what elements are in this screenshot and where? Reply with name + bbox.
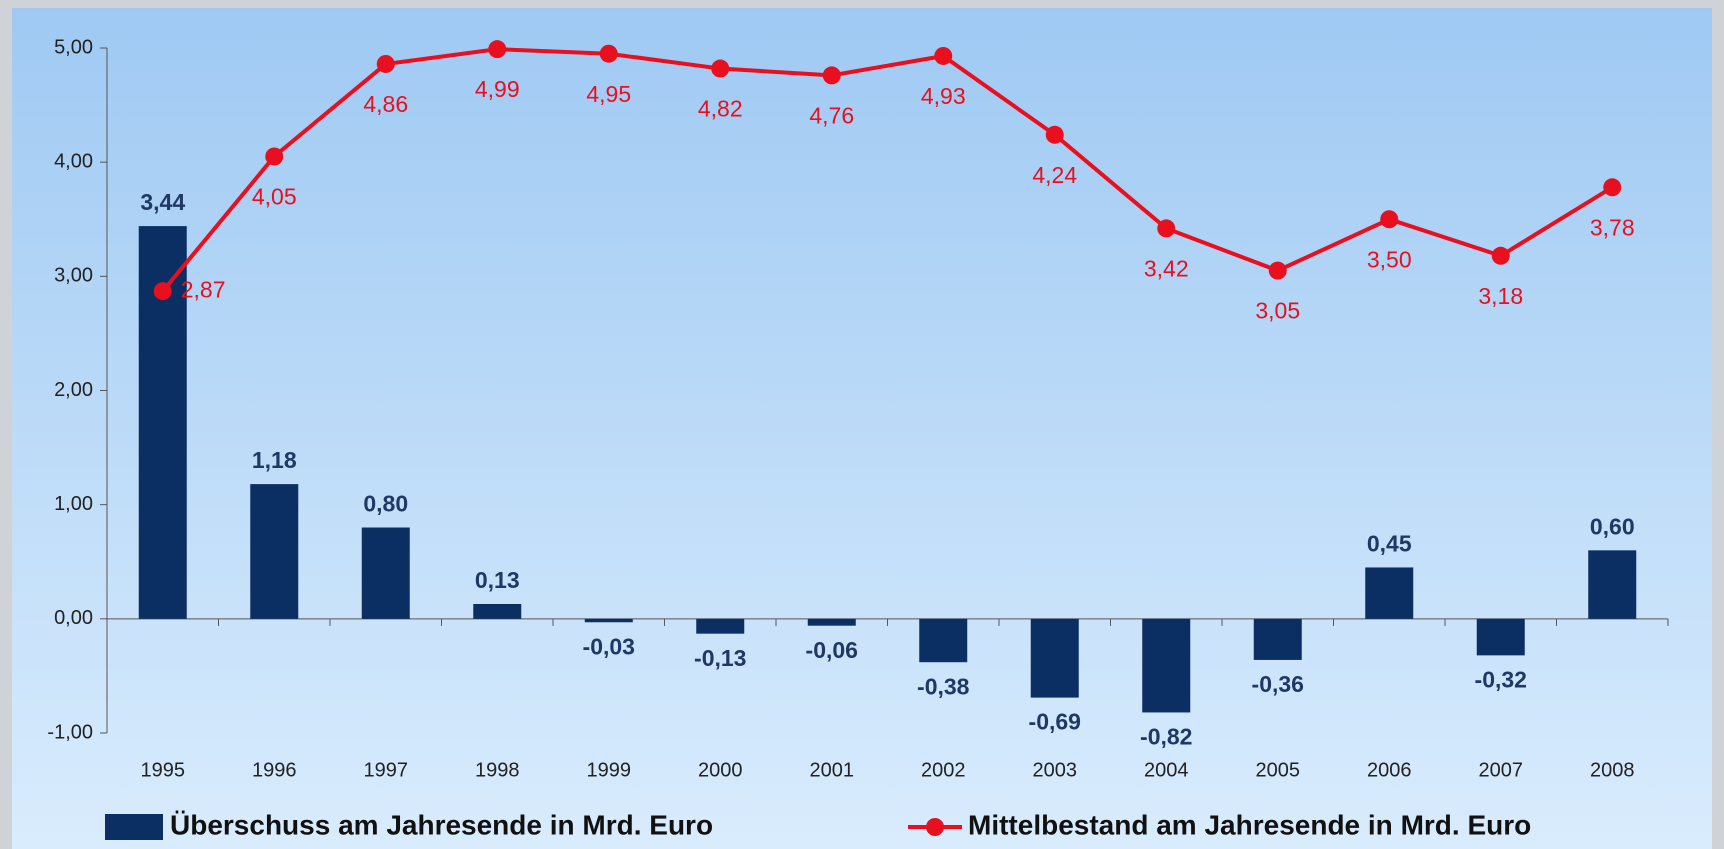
data-label: 2,87 (181, 276, 226, 302)
y-tick-label: 2,00 (54, 379, 93, 401)
legend-marker (926, 818, 944, 836)
bar (250, 484, 299, 619)
data-label: 4,86 (363, 91, 408, 117)
bar (361, 527, 410, 619)
bar (696, 618, 745, 634)
y-tick-label: 4,00 (54, 150, 93, 172)
data-label: 0,13 (475, 567, 520, 593)
line-marker (1268, 261, 1287, 280)
x-tick-label: 1998 (475, 759, 520, 781)
line-marker (376, 54, 395, 73)
data-label: -0,38 (917, 673, 970, 699)
data-label: 4,95 (586, 81, 631, 107)
data-label: 0,80 (363, 491, 408, 517)
data-label: 3,18 (1478, 283, 1523, 309)
background (12, 8, 1712, 849)
data-label: 4,24 (1032, 162, 1077, 188)
data-label: 4,93 (921, 83, 966, 109)
data-label: -0,13 (694, 645, 746, 671)
data-label: -0,69 (1029, 709, 1081, 735)
data-label: 0,45 (1367, 531, 1412, 557)
x-tick-label: 1995 (141, 759, 186, 781)
data-label: 4,76 (809, 102, 854, 128)
y-tick-label: 1,00 (54, 493, 93, 515)
data-label: -0,36 (1252, 671, 1304, 697)
data-label: -0,32 (1475, 666, 1527, 692)
x-tick-label: 2002 (921, 759, 966, 781)
x-tick-label: 2008 (1590, 759, 1635, 781)
bar (1588, 550, 1637, 619)
legend-label: Mittelbestand am Jahresende in Mrd. Euro (968, 809, 1531, 840)
data-label: 3,78 (1590, 214, 1635, 240)
y-tick-label: -1,00 (47, 721, 93, 743)
x-tick-label: 2007 (1479, 759, 1524, 781)
bar (1253, 618, 1302, 660)
data-label: -0,06 (806, 637, 858, 663)
line-marker (1157, 219, 1176, 238)
line-marker (599, 44, 618, 63)
bar (1030, 618, 1079, 698)
data-label: 4,82 (698, 96, 743, 122)
x-tick-label: 2005 (1256, 759, 1301, 781)
line-marker (1603, 178, 1622, 197)
line-marker (934, 46, 953, 65)
line-marker (488, 40, 507, 59)
x-tick-label: 2004 (1144, 759, 1189, 781)
bar (807, 618, 856, 626)
data-label: -0,03 (583, 633, 635, 659)
data-label: 0,60 (1590, 513, 1635, 539)
data-label: 4,99 (475, 76, 520, 102)
bar (1476, 618, 1525, 656)
line-marker (1491, 246, 1510, 265)
data-label: 1,18 (252, 447, 297, 473)
x-tick-label: 2003 (1033, 759, 1078, 781)
bar (1365, 567, 1414, 619)
data-label: 4,05 (252, 184, 297, 210)
line-marker (153, 282, 172, 301)
x-tick-label: 2006 (1367, 759, 1412, 781)
bar (919, 618, 968, 663)
data-label: 3,50 (1367, 246, 1412, 272)
line-marker (711, 59, 730, 78)
data-label: 3,44 (140, 189, 185, 215)
data-label: 3,05 (1255, 298, 1300, 324)
y-tick-label: 0,00 (54, 607, 93, 629)
bar (473, 603, 522, 619)
bar (1142, 618, 1191, 713)
line-marker (822, 66, 841, 85)
legend-label: Überschuss am Jahresende in Mrd. Euro (170, 809, 713, 840)
data-label: -0,82 (1140, 724, 1192, 750)
line-marker (265, 147, 284, 166)
legend-swatch (105, 814, 163, 840)
data-label: 3,42 (1144, 255, 1189, 281)
x-tick-label: 1999 (587, 759, 632, 781)
line-marker (1045, 125, 1064, 144)
line-marker (1380, 210, 1399, 229)
x-tick-label: 2000 (698, 759, 743, 781)
line (161, 47, 1614, 293)
bar (584, 618, 633, 623)
x-tick-label: 2001 (810, 759, 855, 781)
y-tick-label: 5,00 (54, 36, 93, 58)
y-tick-label: 3,00 (54, 265, 93, 287)
x-tick-label: 1997 (364, 759, 409, 781)
x-tick-label: 1996 (252, 759, 297, 781)
